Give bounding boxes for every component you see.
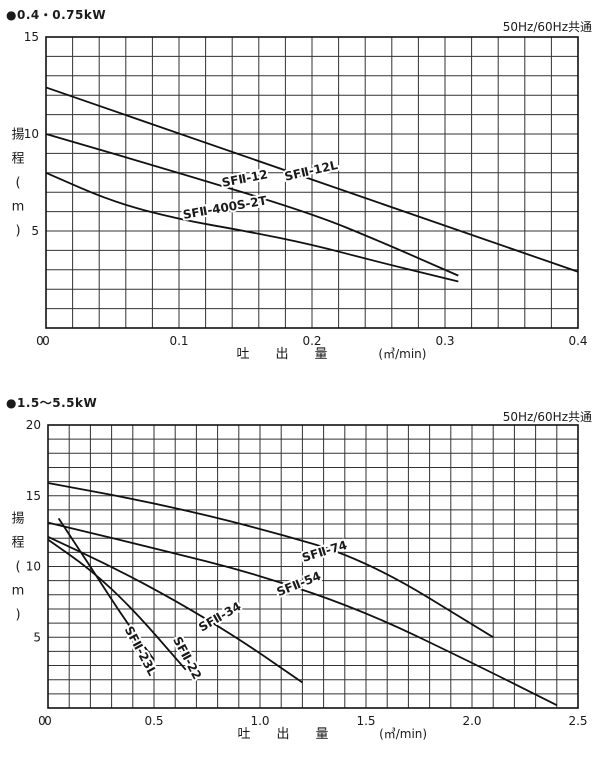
grid — [47, 424, 579, 709]
series-curve — [57, 517, 155, 661]
chart-heading: ●0.4・0.75kW — [6, 8, 107, 22]
x-tick-label: 1.5 — [356, 714, 375, 728]
plot-frame — [47, 424, 579, 709]
y-tick-label: 5 — [33, 630, 41, 644]
origin-label: 0 — [36, 334, 44, 348]
curve-label: SFⅡ-12 — [221, 167, 269, 190]
y-tick-label: 20 — [26, 418, 41, 432]
y-axis-label-char: 揚 — [11, 511, 24, 527]
x-axis-label: 吐 出 量 — [236, 347, 327, 362]
y-tick-label: 15 — [26, 489, 41, 503]
y-axis-label-char: 揚 — [11, 127, 24, 143]
x-tick-label: 0.3 — [435, 334, 454, 348]
frequency-note: 50Hz/60Hz共通 — [502, 410, 592, 424]
y-tick-label: 10 — [24, 127, 39, 141]
y-tick-label: 5 — [31, 224, 39, 238]
series-curve — [47, 482, 494, 639]
chart-large-motors: ●1.5〜5.5kW 50Hz/60Hz共通 0 0.5 1.0 1.5 2.0 2.5 5… — [0, 390, 600, 760]
y-axis-label-char: m — [12, 200, 25, 215]
y-axis-label-char: 程 — [11, 536, 24, 551]
series-curve — [47, 521, 558, 706]
x-tick-label: 0.4 — [568, 334, 587, 348]
x-tick-label: 0.5 — [144, 714, 163, 728]
y-tick-label: 10 — [26, 560, 41, 574]
x-tick-label: 0.1 — [169, 334, 188, 348]
x-axis-unit: (㎥/min) — [379, 727, 427, 741]
series-curve — [45, 171, 459, 283]
grid — [45, 36, 579, 329]
chart-plot: 0 0.5 1.0 1.5 2.0 2.5 5 10 15 20 揚程 ( m) 吐 出 量 (㎥/min)… — [11, 418, 587, 742]
series-curve — [45, 133, 459, 277]
curve-label: SFⅡ-400S-2T — [182, 193, 269, 222]
y-axis-label-char: m — [12, 584, 25, 599]
series-curve — [47, 538, 187, 671]
origin-label: 0 — [38, 714, 46, 728]
x-axis-label: 吐 出 量 — [237, 727, 328, 742]
y-axis-label-char: 程 — [11, 152, 24, 167]
y-axis-label-char: ( — [15, 560, 20, 575]
x-tick-label: 0 — [42, 334, 50, 348]
x-tick-label: 2.0 — [462, 714, 481, 728]
frequency-note: 50Hz/60Hz共通 — [502, 20, 592, 34]
y-tick-label: 15 — [24, 30, 39, 44]
x-tick-label: 2.5 — [568, 714, 587, 728]
x-tick-label: 0 — [44, 714, 52, 728]
x-tick-label: 0.2 — [302, 334, 321, 348]
y-axis-label-char: ) — [15, 608, 20, 623]
y-axis-label-char: ( — [15, 176, 20, 191]
chart-heading: ●1.5〜5.5kW — [6, 396, 98, 410]
series-curve — [47, 535, 303, 684]
series-curve — [45, 86, 579, 273]
y-axis-label-char: ) — [15, 224, 20, 239]
chart-small-motors: ●0.4・0.75kW 50Hz/60Hz共通 0 0.1 0.2 0.3 0.4 5 10… — [0, 0, 600, 380]
plot-frame — [45, 36, 579, 329]
chart-plot: 0 0.1 0.2 0.3 0.4 5 10 15 揚程 ( m) 吐 出 量 (㎥/min) SFⅡ-1… — [11, 30, 587, 362]
x-axis-unit: (㎥/min) — [378, 347, 426, 361]
x-tick-label: 1.0 — [250, 714, 269, 728]
